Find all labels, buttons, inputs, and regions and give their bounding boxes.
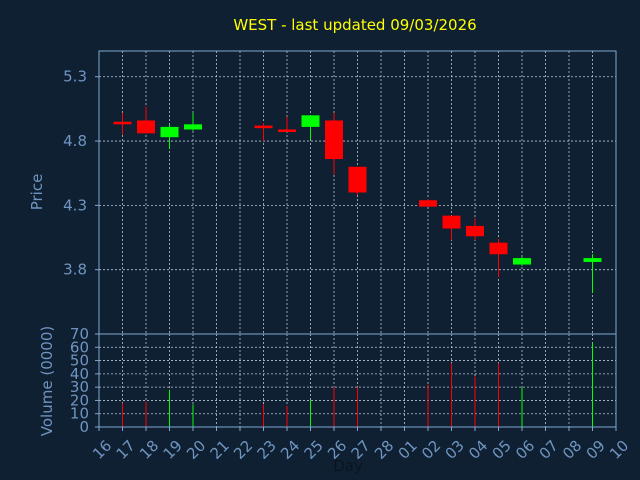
candle-body (325, 120, 343, 160)
price-axis-label: Price (28, 174, 46, 211)
volume-tick-label: 20 (70, 391, 89, 409)
x-axis-label: Day (333, 457, 363, 475)
candle-body (137, 120, 155, 134)
price-tick-label: 3.8 (63, 261, 87, 279)
price-ticks: 5.3 4.8 4.3 3.8 (63, 68, 99, 279)
candle-body (278, 129, 296, 133)
candle-body (160, 126, 179, 138)
candles (113, 106, 602, 293)
candle-body (348, 166, 367, 193)
price-tick-label: 4.8 (63, 132, 87, 150)
volume-tick-label: 60 (70, 338, 89, 356)
volume-tick-label: 30 (70, 378, 89, 396)
volume-tick-label: 70 (70, 325, 89, 343)
volume-axis-label: Volume (0000) (38, 326, 56, 436)
candle-body (301, 115, 320, 127)
candle-body (513, 258, 531, 265)
chart-title: WEST - last updated 09/03/2026 (233, 16, 476, 34)
price-tick-label: 5.3 (63, 68, 87, 86)
volume-tick-label: 10 (70, 405, 89, 423)
volume-tick-label: 50 (70, 352, 89, 370)
candle-body (113, 121, 132, 125)
candle-body (466, 225, 484, 237)
volume-tick-label: 0 (79, 418, 89, 436)
volume-panel (98, 333, 617, 428)
candle-body (583, 258, 602, 262)
volume-bars (122, 343, 593, 427)
price-tick-label: 4.3 (63, 196, 87, 214)
candle-body (184, 124, 202, 130)
candle-body (254, 125, 273, 129)
candle-body (442, 215, 461, 229)
candle-body (489, 242, 508, 255)
volume-tick-label: 40 (70, 365, 89, 383)
candle-body (419, 200, 437, 207)
